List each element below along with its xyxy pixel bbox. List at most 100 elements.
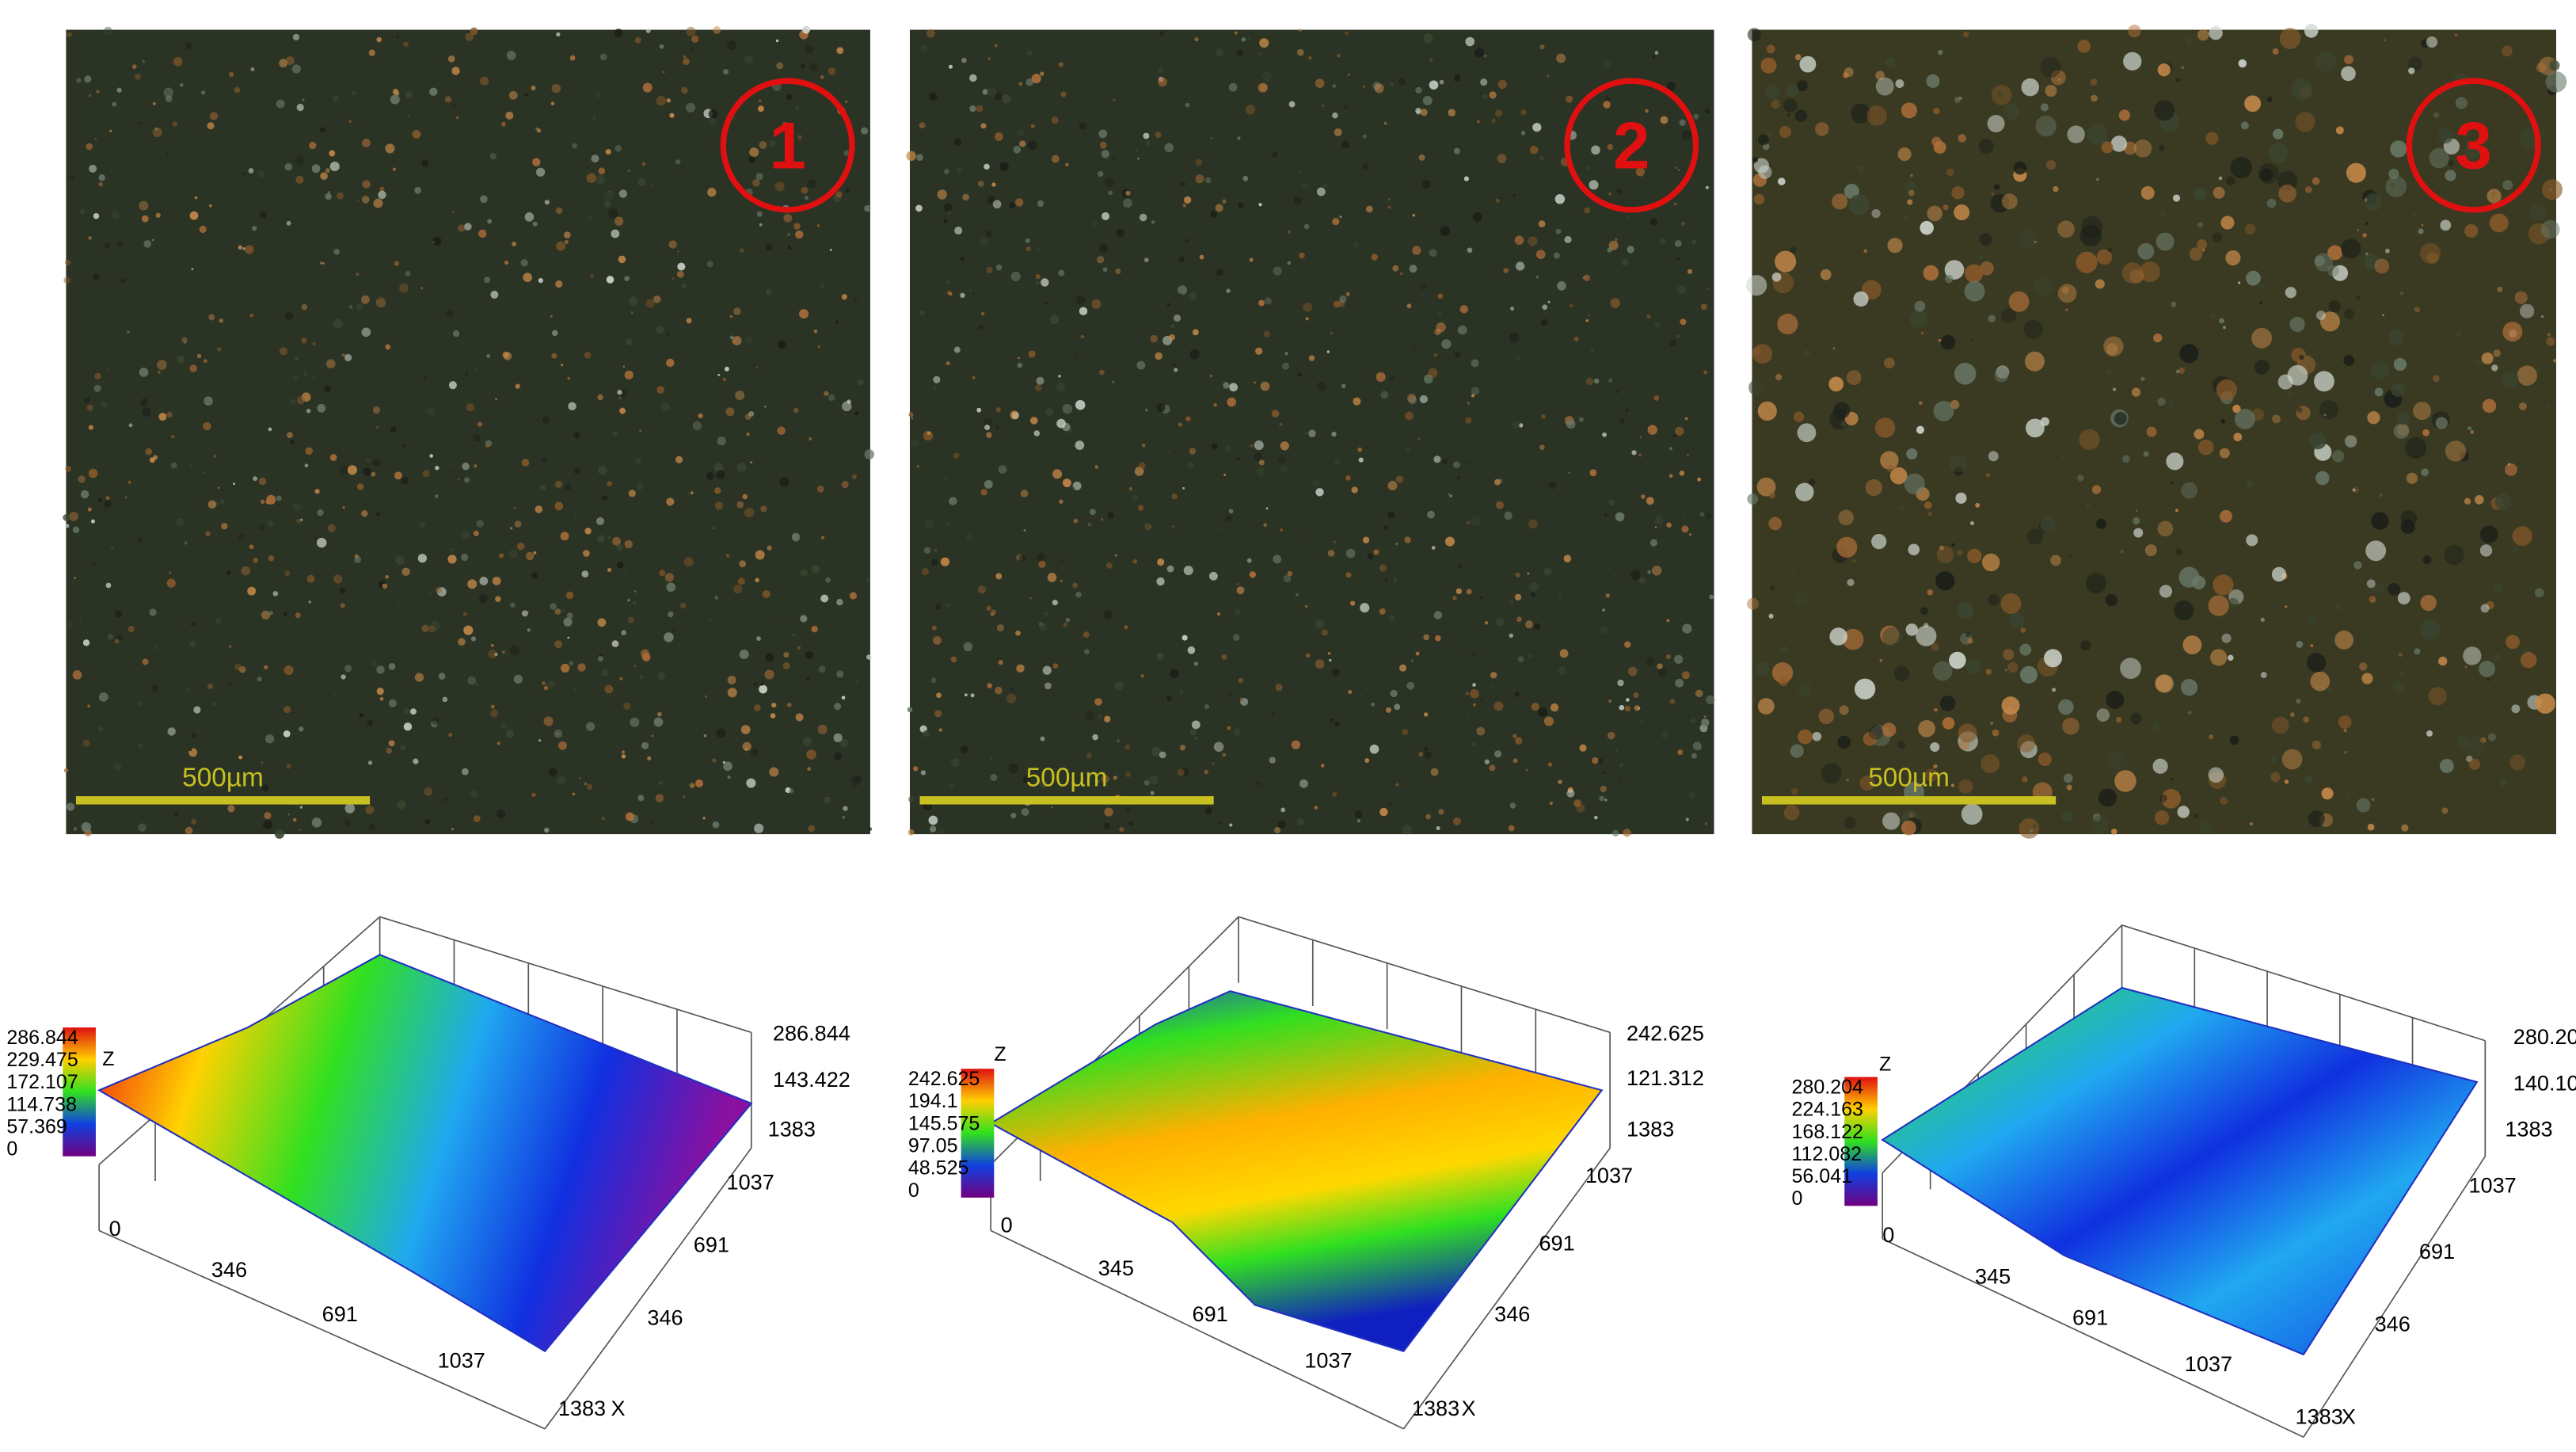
texture-spot bbox=[658, 781, 663, 786]
texture-spot bbox=[385, 143, 395, 154]
texture-spot bbox=[2379, 494, 2383, 497]
texture-spot bbox=[372, 406, 381, 414]
texture-spot bbox=[233, 482, 236, 486]
texture-spot bbox=[165, 95, 173, 103]
texture-spot bbox=[1371, 253, 1378, 261]
texture-spot bbox=[1114, 554, 1117, 557]
texture-spot bbox=[2270, 772, 2281, 783]
texture-spot bbox=[2385, 176, 2407, 198]
texture-spot bbox=[1137, 505, 1144, 511]
texture-spot bbox=[1944, 274, 1954, 284]
texture-spot bbox=[2197, 29, 2209, 41]
texture-spot bbox=[1775, 373, 1783, 381]
texture-spot bbox=[2009, 612, 2026, 629]
texture-spot bbox=[1546, 74, 1550, 78]
texture-spot bbox=[934, 710, 942, 718]
texture-spot bbox=[556, 32, 561, 37]
texture-spot bbox=[450, 470, 453, 473]
texture-spot bbox=[424, 819, 431, 825]
texture-spot bbox=[1075, 591, 1082, 598]
texture-spot bbox=[2487, 189, 2502, 204]
texture-spot bbox=[972, 375, 976, 379]
x-tick-label: 345 bbox=[1975, 1263, 2011, 1288]
texture-spot bbox=[1509, 600, 1515, 605]
texture-spot bbox=[2214, 125, 2220, 131]
texture-spot bbox=[2405, 436, 2427, 459]
texture-spot bbox=[601, 817, 606, 821]
texture-spot bbox=[386, 747, 392, 754]
texture-spot bbox=[595, 174, 606, 185]
texture-spot bbox=[1306, 653, 1311, 658]
texture-spot bbox=[283, 730, 291, 737]
texture-spot bbox=[1490, 672, 1497, 679]
texture-spot bbox=[595, 91, 602, 98]
texture-spot bbox=[984, 479, 993, 489]
texture-spot bbox=[2344, 750, 2347, 754]
texture-spot bbox=[127, 330, 130, 334]
texture-spot bbox=[105, 366, 110, 371]
texture-spot bbox=[2209, 25, 2223, 40]
texture-spot bbox=[1150, 791, 1155, 795]
texture-spot bbox=[1614, 238, 1618, 242]
texture-spot bbox=[1017, 356, 1020, 360]
texture-spot bbox=[166, 578, 176, 588]
texture-spot bbox=[589, 273, 595, 278]
texture-spot bbox=[1514, 692, 1520, 697]
texture-spot bbox=[943, 219, 948, 223]
texture-spot bbox=[1436, 825, 1440, 830]
texture-spot bbox=[842, 815, 846, 819]
texture-spot bbox=[1588, 314, 1591, 317]
texture-spot bbox=[1838, 509, 1854, 526]
texture-spot bbox=[1951, 543, 1955, 547]
texture-spot bbox=[795, 713, 804, 722]
texture-spot bbox=[560, 532, 569, 541]
texture-spot bbox=[1978, 139, 1994, 154]
texture-spot bbox=[131, 64, 137, 70]
texture-spot bbox=[2367, 411, 2380, 425]
texture-spot bbox=[317, 403, 326, 413]
texture-spot bbox=[612, 536, 621, 546]
texture-spot bbox=[634, 589, 637, 593]
texture-spot bbox=[1795, 482, 1814, 501]
texture-spot bbox=[672, 628, 675, 632]
texture-spot bbox=[499, 553, 504, 558]
texture-spot bbox=[577, 663, 586, 672]
texture-spot bbox=[1044, 612, 1048, 616]
texture-spot bbox=[341, 674, 346, 680]
texture-spot bbox=[1455, 646, 1459, 649]
texture-spot bbox=[139, 368, 149, 377]
texture-spot bbox=[1041, 278, 1049, 287]
texture-spot bbox=[949, 497, 957, 505]
texture-spot bbox=[686, 102, 696, 112]
texture-spot bbox=[820, 75, 824, 80]
texture-spot bbox=[1371, 703, 1376, 707]
texture-spot bbox=[1833, 402, 1851, 419]
texture-spot bbox=[2314, 253, 2334, 272]
texture-spot bbox=[1174, 368, 1178, 372]
texture-spot bbox=[1489, 764, 1496, 772]
texture-spot bbox=[627, 169, 630, 173]
texture-spot bbox=[2281, 749, 2303, 770]
texture-spot bbox=[725, 407, 735, 417]
texture-spot bbox=[1647, 425, 1658, 435]
texture-spot bbox=[538, 739, 542, 742]
texture-spot bbox=[2493, 582, 2503, 593]
texture-spot bbox=[1967, 638, 1973, 644]
texture-spot bbox=[765, 243, 773, 251]
legend-value: 0 bbox=[1792, 1187, 1803, 1210]
texture-spot bbox=[946, 522, 950, 525]
texture-spot bbox=[496, 809, 506, 818]
texture-spot bbox=[2343, 308, 2355, 320]
texture-spot bbox=[404, 708, 411, 715]
texture-spot bbox=[1528, 653, 1533, 658]
texture-spot bbox=[542, 681, 546, 685]
texture-spot bbox=[1132, 558, 1138, 564]
texture-spot bbox=[1123, 198, 1132, 208]
texture-spot bbox=[911, 439, 919, 447]
texture-spot bbox=[1187, 646, 1196, 654]
texture-spot bbox=[138, 700, 143, 707]
y-tick-label: 1383 bbox=[2505, 1117, 2552, 1141]
texture-spot bbox=[1602, 432, 1607, 437]
texture-spot bbox=[1854, 678, 1876, 699]
texture-spot bbox=[1590, 349, 1595, 353]
